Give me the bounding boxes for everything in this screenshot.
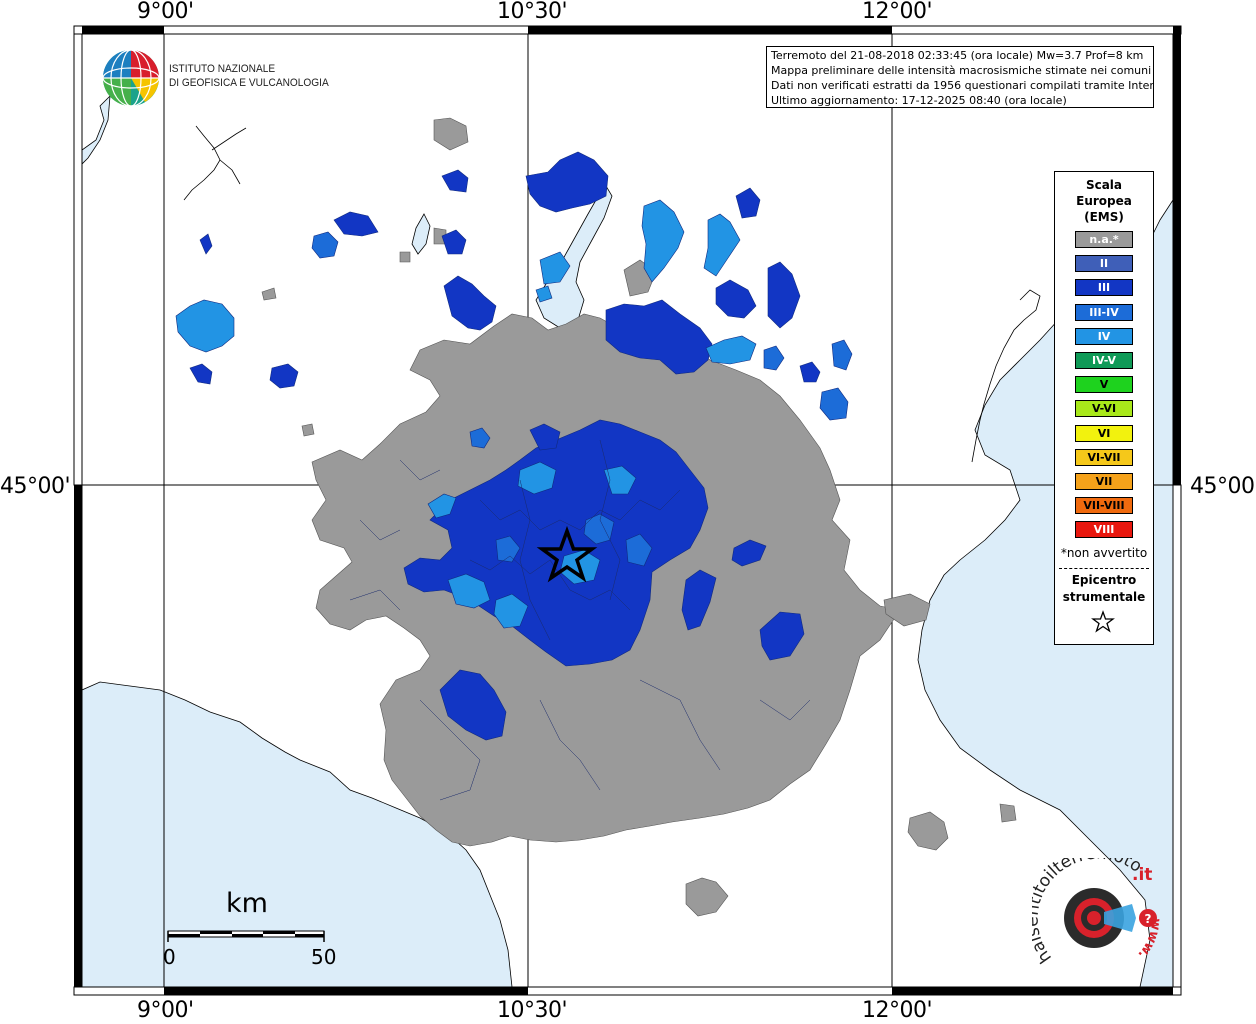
lon-label-top-1: 9°00' <box>137 0 194 24</box>
legend-epicenter-line2: strumentale <box>1062 590 1146 604</box>
lat-label-right: 45°00' <box>1190 474 1256 499</box>
svg-text:?: ? <box>1145 912 1152 926</box>
legend-item-11: VII-VIII <box>1075 497 1133 515</box>
legend-title-line3: (EMS) <box>1084 210 1124 224</box>
sea-ligurian <box>82 681 513 987</box>
ingv-logo-icon <box>102 49 160 107</box>
legend-epicenter-label: Epicentro strumentale <box>1055 572 1153 606</box>
municipalities-ems-iii-iv <box>311 231 853 567</box>
legend-item-5: IV-V <box>1075 352 1133 369</box>
lake-maggiore <box>82 94 111 165</box>
institute-name-line2: DI GEOFISICA E VULCANOLOGIA <box>169 77 329 89</box>
scale-end-label: 50 <box>311 945 337 969</box>
legend-item-8: VI <box>1075 424 1133 442</box>
lake-como <box>183 125 247 201</box>
legend-title: Scala Europea (EMS) <box>1055 177 1153 225</box>
lon-label-bottom-3: 12°00' <box>862 998 933 1023</box>
scale-start-label: 0 <box>163 945 176 969</box>
event-info-line4: Ultimo aggiornamento: 17-12-2025 08:40 (… <box>771 94 1067 107</box>
legend-item-12: VIII <box>1075 521 1133 539</box>
svg-text:www.: www. <box>1135 918 1164 962</box>
legend-separator <box>1059 568 1149 569</box>
event-info-box: Terremoto del 21-08-2018 02:33:45 (ora l… <box>766 46 1154 108</box>
lon-label-top-2: 10°30' <box>497 0 568 24</box>
logo-site-www: www. <box>1135 918 1164 962</box>
legend-title-line2: Europea <box>1076 194 1132 208</box>
municipal-borders <box>349 439 811 801</box>
lake-iseo <box>411 213 431 255</box>
legend-epicenter-line1: Epicentro <box>1071 573 1137 587</box>
legend-item-2: III <box>1075 279 1133 297</box>
map-frame <box>73 25 1182 996</box>
legend-star-icon <box>1091 610 1115 633</box>
lon-label-bottom-1: 9°00' <box>137 998 194 1023</box>
legend-item-4: IV <box>1075 327 1133 345</box>
event-info-line3: Dati non verificati estratti da 1956 que… <box>771 79 1154 92</box>
epicenter-star-icon <box>536 525 598 583</box>
venice-lagoon <box>971 289 1041 463</box>
lat-label-left: 45°00' <box>0 474 71 499</box>
legend-item-3: III-IV <box>1075 303 1133 321</box>
ems-legend: Scala Europea (EMS) n.a.* II III III-IV IV IV… <box>1054 171 1154 645</box>
logo-site-tld: .it <box>1132 865 1152 885</box>
legend-item-7: V-VI <box>1075 400 1133 418</box>
lon-label-top-3: 12°00' <box>862 0 933 24</box>
legend-item-1: II <box>1075 255 1133 273</box>
scale-unit-label: km <box>226 888 268 919</box>
lon-label-bottom-2: 10°30' <box>497 998 568 1023</box>
event-info-line1: Terremoto del 21-08-2018 02:33:45 (ora l… <box>771 49 1144 62</box>
event-info-line2: Mappa preliminare delle intensità macros… <box>771 64 1152 77</box>
legend-title-line1: Scala <box>1085 178 1123 192</box>
legend-item-9: VI-VII <box>1075 448 1133 466</box>
scale-bar <box>167 930 325 942</box>
legend-item-0: n.a.* <box>1075 231 1133 248</box>
legend-item-10: VII <box>1075 473 1133 490</box>
target-icon: ? <box>1064 888 1157 948</box>
legend-item-6: V <box>1075 376 1133 394</box>
legend-note: *non avvertito <box>1060 546 1148 560</box>
haisentitoilterremoto-logo: ? haisentitoilterremoto .it www. <box>1032 858 1164 967</box>
institute-name-line1: ISTITUTO NAZIONALE <box>169 63 276 75</box>
institute-name: ISTITUTO NAZIONALE DI GEOFISICA E VULCAN… <box>169 62 329 90</box>
